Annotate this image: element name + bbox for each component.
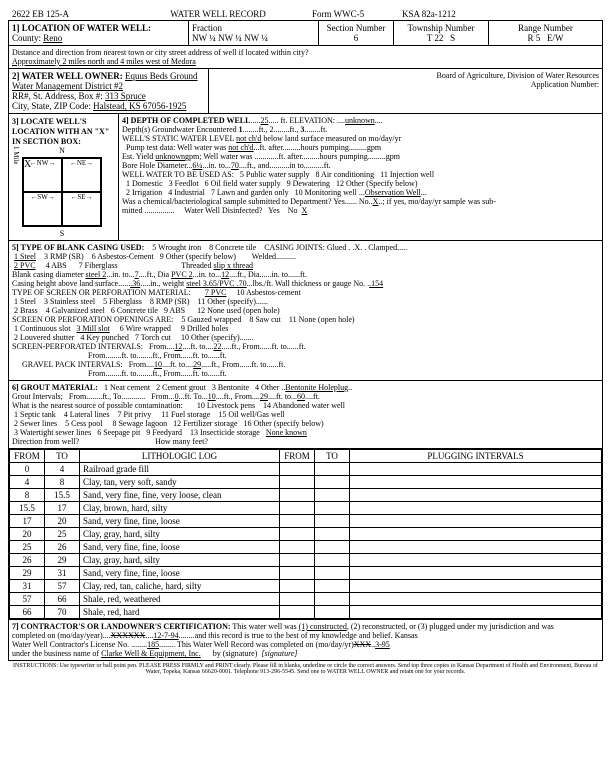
township: 22 <box>434 33 443 43</box>
cert-date: 12-7-94 <box>153 631 178 640</box>
grout-to1: 10 <box>208 392 216 401</box>
joints: slip x thread <box>213 261 253 270</box>
table-row: 2526Sand, very fine, fine, loose <box>10 541 602 554</box>
fraction: NW ¼ NW ¼ NW ¼ <box>192 33 268 43</box>
owner-addr: 313 Spruce <box>105 91 146 101</box>
table-row: 6670Shale, red, hard <box>10 606 602 619</box>
blank-to: 7 <box>135 270 139 279</box>
weight: steel 3.65/PVC .70 <box>186 279 246 288</box>
pvc-to: 12 <box>221 270 229 279</box>
sec2-label: 2] WATER WELL OWNER: <box>12 71 123 81</box>
county: Reno <box>43 33 62 43</box>
grout-from1: 0 <box>175 392 179 401</box>
sec3-label: 3] LOCATE WELL'S LOCATION WITH AN "X" IN… <box>12 117 109 146</box>
gw-depth: 1 <box>239 125 243 134</box>
table-row: 3157Clay, red, tan, caliche, hard, silty <box>10 580 602 593</box>
section-grid: X←NW→←NE→←SW→←SE→ <box>22 157 102 227</box>
chem-x: X <box>373 197 379 206</box>
range-dir: W <box>555 33 564 43</box>
signature: [signature] <box>259 649 299 658</box>
table-row: 48Clay, tan, very soft, sandy <box>10 476 602 489</box>
lithologic-log-table: FROMTOLITHOLOGIC LOGFROMTOPLUGGING INTER… <box>9 449 602 619</box>
sec4-label: 4] DEPTH OF COMPLETED WELL <box>122 116 250 125</box>
township-dir: S <box>450 33 455 43</box>
est-yield: unknown <box>155 152 185 161</box>
instructions: INSTRUCTIONS: Use typewriter or ball poi… <box>8 663 603 675</box>
gw-ft: 3 <box>300 125 304 134</box>
height-above: .36 <box>130 279 140 288</box>
static-level: not ch'd <box>236 134 261 143</box>
range: 5 <box>536 33 541 43</box>
form-id: 2622 EB 125-A <box>8 8 128 20</box>
table-row: 15.517Clay, brown, hard, silty <box>10 502 602 515</box>
use-other: Observation Well <box>365 188 421 197</box>
title: WATER WELL RECORD <box>128 8 308 20</box>
table-row: 2025Clay, gray, hard, silty <box>10 528 602 541</box>
table-row: 815.5Sand, very fine, fine, very loose, … <box>10 489 602 502</box>
table-row: 2629Clay, gray, hard, silty <box>10 554 602 567</box>
cert-business: Clarke Well & Equipment, Inc. <box>101 649 201 658</box>
table-row: 2931Sand, very fine, fine, loose <box>10 567 602 580</box>
bore-to: 70 <box>231 161 239 170</box>
grout-other: Bentonite Holeplug <box>285 383 348 392</box>
section: 6 <box>354 33 359 43</box>
gravel-to1: 29 <box>193 360 201 369</box>
blank-dia: steel 2 <box>86 270 107 279</box>
sec6-label: 6] GROUT MATERIAL: <box>12 383 98 392</box>
contam-other: None known <box>266 428 307 437</box>
depth-completed: 25 <box>260 116 268 125</box>
ksa: KSA 82a-1212 <box>398 8 460 20</box>
gravel-from1: 10 <box>154 360 162 369</box>
bore-dia: 6¼ <box>192 161 202 170</box>
pump-test: not ch'd <box>228 143 253 152</box>
pvc-dia: PVC 2 <box>171 270 193 279</box>
sec1-label: 1] LOCATION OF WATER WELL: <box>12 23 151 33</box>
table-row: 04Railroad grade fill <box>10 463 602 476</box>
grout-to2: 60 <box>297 392 305 401</box>
sec5-label: 5] TYPE OF BLANK CASING USED: <box>12 243 144 252</box>
grout-from2: 29 <box>260 392 268 401</box>
table-row: 1720Sand, very fine, fine, loose <box>10 515 602 528</box>
sig-date: 3-95 <box>375 640 390 649</box>
gauge: .154 <box>369 279 383 288</box>
elevation: unknown <box>345 116 375 125</box>
sec7-label: 7] CONTRACTOR'S OR LANDOWNER'S CERTIFICA… <box>12 622 231 631</box>
form-no: Form WWC-5 <box>308 8 398 20</box>
owner-csz: Halstead, KS 67056-1925 <box>93 101 186 111</box>
screen-to1: 22 <box>213 342 221 351</box>
screen-from1: 12 <box>174 342 182 351</box>
table-row: 5766Shale, red, weathered <box>10 593 602 606</box>
cert-license: 185 <box>147 640 159 649</box>
disinfected-no: X <box>302 206 308 215</box>
direction-desc: Approximately 2 miles north and 4 miles … <box>12 57 196 66</box>
